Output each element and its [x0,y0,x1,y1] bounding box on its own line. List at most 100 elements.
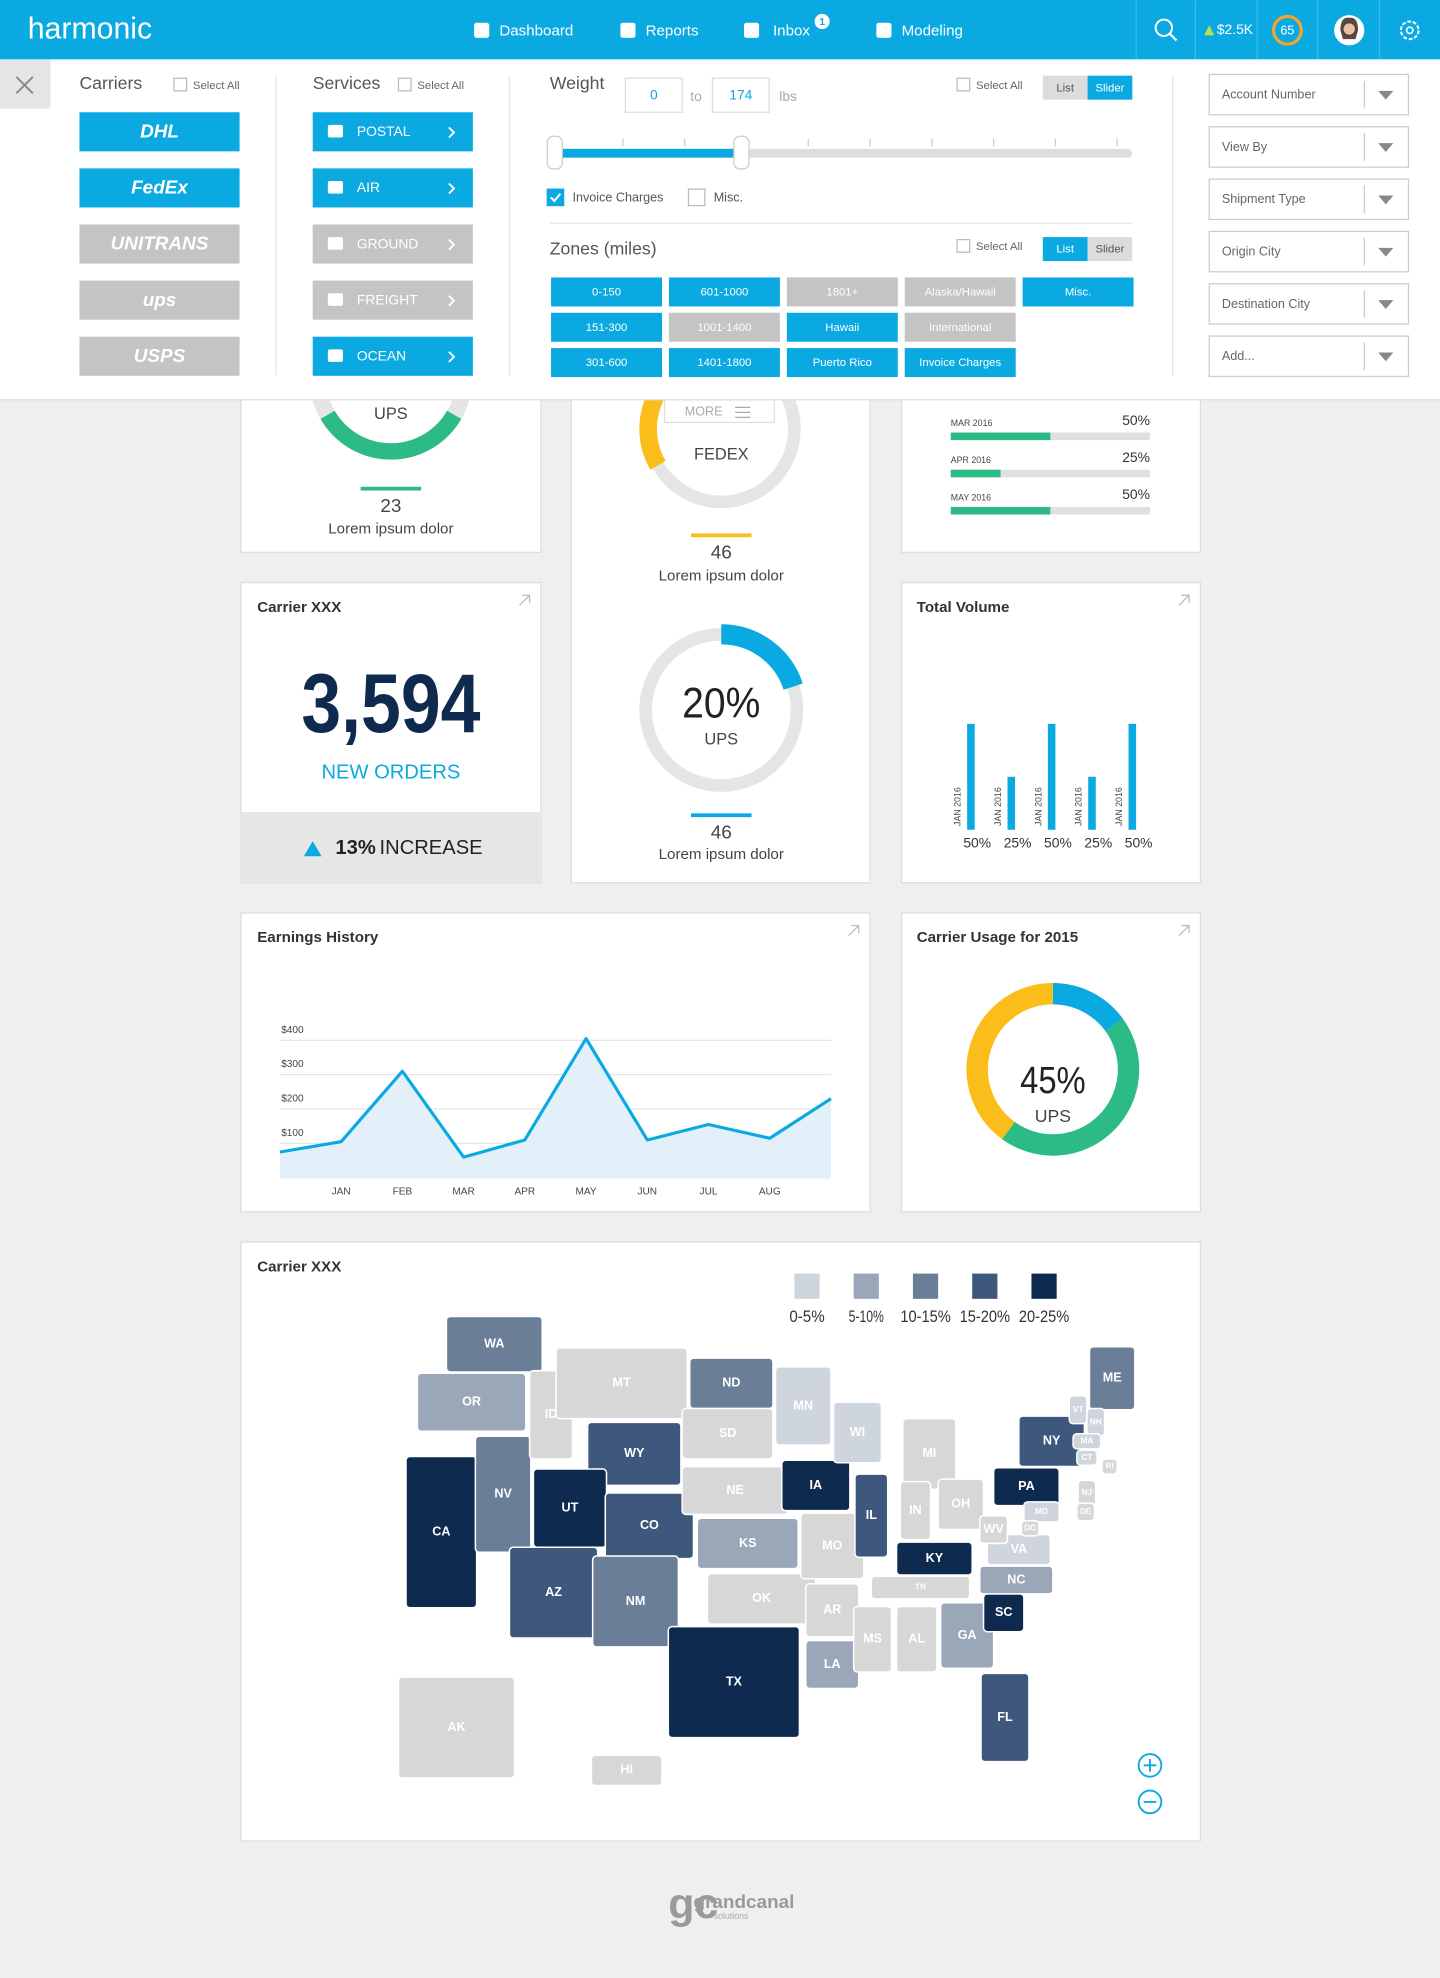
slider-handle[interactable] [546,135,564,170]
card [900,377,1202,553]
expand-icon[interactable] [1178,924,1190,937]
select-all[interactable]: Select All [976,80,1023,92]
select-all[interactable]: Select All [193,80,240,92]
dropdown[interactable] [1208,283,1410,325]
search-icon[interactable] [1154,18,1174,37]
dropdown-label: Shipment Type [1222,192,1306,206]
filter-button[interactable] [79,280,240,320]
dropdown[interactable] [1208,178,1410,221]
view-toggle[interactable] [1087,237,1133,262]
filter-button[interactable] [79,336,240,376]
search-handle [1169,33,1178,42]
dropdown[interactable] [1208,73,1410,116]
filter-button[interactable] [79,112,240,152]
chevron [448,238,456,251]
nav-link[interactable]: Modeling [902,23,963,40]
section-title: Services [313,73,381,93]
checkbox[interactable] [546,188,565,207]
service-icon [327,124,343,138]
nav-icon [474,22,490,38]
zone-button[interactable] [551,312,662,342]
state-label: UT [562,1500,579,1514]
zone-button[interactable] [1022,277,1134,307]
score-ring[interactable] [1271,14,1303,46]
dropdown[interactable] [1208,335,1410,378]
zone-button[interactable] [668,312,780,342]
zone-button[interactable] [551,277,662,307]
state-label: NM [626,1594,646,1608]
state-label: TN [915,1583,926,1592]
donut-segment [720,624,803,691]
weight-input[interactable] [711,77,770,113]
weight-input[interactable] [624,77,683,113]
checkbox[interactable] [173,77,188,92]
filter-button[interactable] [79,224,240,264]
select-all[interactable]: Select All [976,241,1023,253]
settings-icon[interactable] [1399,20,1420,41]
checkbox[interactable] [687,188,706,207]
expand-icon[interactable] [1178,594,1190,606]
y-tick-label: $300 [281,1059,304,1070]
zone-button[interactable] [904,312,1016,342]
option-label[interactable]: Misc. [714,190,743,204]
zoom-out[interactable] [1137,1789,1163,1815]
state-label: WA [484,1337,504,1351]
nav-link[interactable]: Reports [646,23,699,40]
zone-button[interactable] [904,348,1016,378]
zoom-in[interactable] [1137,1753,1163,1778]
progress-track [950,469,1150,478]
nav-icon [743,22,760,38]
big-number: 3,594 [301,657,480,750]
state [1072,1432,1102,1450]
state [667,1625,801,1739]
donut-value: 20% [682,679,760,727]
dropdown-label: Add... [1222,349,1255,363]
dropdown[interactable] [1208,126,1410,168]
line-area [279,1038,831,1178]
state [1020,1519,1040,1537]
expand-icon[interactable] [848,924,860,937]
view-toggle-label: List [1056,244,1074,256]
slider-handle[interactable] [733,135,750,170]
state [774,1366,832,1446]
checkbox[interactable] [956,238,971,253]
nav-link[interactable]: Inbox [773,23,810,40]
state-label: KS [739,1536,757,1550]
zone-button[interactable] [786,312,898,342]
state-label: WV [983,1522,1004,1536]
view-toggle[interactable] [1042,237,1088,262]
zone-button[interactable] [786,277,898,307]
checkbox[interactable] [397,77,412,92]
state [1023,1501,1060,1523]
brand[interactable]: harmonic [28,12,152,45]
zone-button[interactable] [668,348,780,378]
dropdown-label: Account Number [1222,88,1316,102]
state-label: NV [494,1487,512,1501]
bar-value: 50% [1044,834,1072,850]
zone-button[interactable] [551,348,662,378]
state-label: RI [1106,1462,1114,1471]
checkbox[interactable] [956,77,971,92]
nav-link[interactable]: Dashboard [499,23,573,40]
line [279,1037,832,1159]
state-label: PA [1018,1479,1035,1493]
zone-button[interactable] [904,277,1016,307]
option-label[interactable]: Invoice Charges [572,190,663,204]
service-icon [327,180,343,194]
y-tick-label: $200 [281,1094,304,1105]
dropdown[interactable] [1208,230,1410,273]
state-label: KY [926,1551,944,1565]
underline [690,813,752,818]
zone-label: 601-1000 [700,287,748,299]
zone-button[interactable] [668,277,780,307]
select-all[interactable]: Select All [417,80,464,92]
caption: Lorem ipsum dolor [659,846,784,863]
zone-button[interactable] [786,348,898,378]
view-toggle[interactable] [1087,75,1133,100]
expand-icon[interactable] [519,594,531,606]
view-toggle[interactable] [1042,75,1088,100]
filter-button[interactable] [79,168,240,208]
nav-badge-count: 1 [819,17,825,28]
progress-label: APR 2016 [951,455,991,465]
view-toggle-label: Slider [1095,82,1124,94]
